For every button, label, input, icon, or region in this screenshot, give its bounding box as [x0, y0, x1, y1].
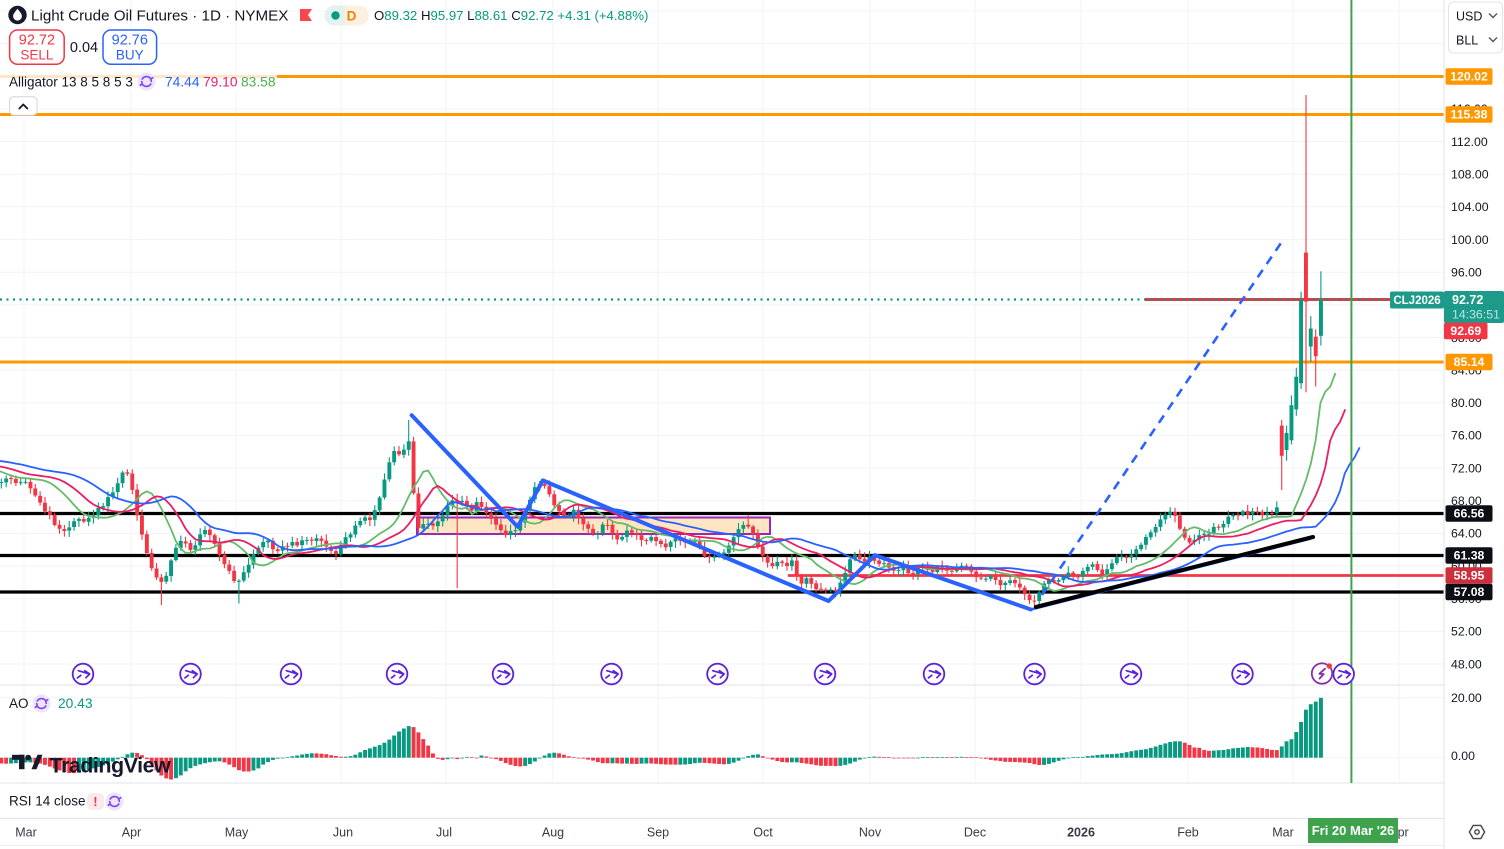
- svg-text:61.38: 61.38: [1454, 549, 1485, 563]
- svg-text:85.14: 85.14: [1454, 355, 1485, 369]
- svg-text:20.43: 20.43: [58, 696, 93, 711]
- svg-text:76.00: 76.00: [1451, 429, 1482, 443]
- svg-text:0.04: 0.04: [70, 40, 98, 56]
- svg-text:Oct: Oct: [753, 826, 773, 840]
- svg-text:Apr: Apr: [122, 826, 141, 840]
- svg-text:112.00: 112.00: [1451, 135, 1488, 149]
- svg-text:66.56: 66.56: [1454, 507, 1485, 521]
- svg-text:96.00: 96.00: [1451, 266, 1482, 280]
- svg-text:Aug: Aug: [542, 826, 564, 840]
- svg-text:Alligator 13 8 5 8 5 3: Alligator 13 8 5 8 5 3: [9, 75, 133, 90]
- svg-text:D: D: [347, 9, 357, 24]
- svg-text:Nov: Nov: [859, 826, 882, 840]
- svg-text:Jul: Jul: [436, 826, 452, 840]
- svg-text:57.08: 57.08: [1454, 585, 1485, 599]
- svg-text:14:36:51: 14:36:51: [1452, 308, 1500, 322]
- svg-text:SELL: SELL: [20, 48, 54, 63]
- svg-text:CLJ2026: CLJ2026: [1393, 295, 1440, 307]
- svg-text:!: !: [93, 795, 97, 809]
- svg-text:92.69: 92.69: [1450, 324, 1481, 338]
- svg-text:120.02: 120.02: [1450, 70, 1488, 84]
- svg-text:AO: AO: [9, 696, 29, 711]
- svg-text:RSI 14 close: RSI 14 close: [9, 794, 86, 809]
- svg-text:108.00: 108.00: [1451, 168, 1489, 182]
- svg-text:O89.32 H95.97 L88.61 C92.72 +4: O89.32 H95.97 L88.61 C92.72 +4.31 (+4.88…: [374, 8, 648, 23]
- svg-text:Fri 20 Mar '26: Fri 20 Mar '26: [1312, 823, 1395, 838]
- svg-text:Mar: Mar: [15, 826, 37, 840]
- svg-text:USD: USD: [1456, 10, 1482, 24]
- svg-text:0.00: 0.00: [1451, 749, 1475, 763]
- svg-text:52.00: 52.00: [1451, 625, 1482, 639]
- svg-text:Jun: Jun: [333, 826, 353, 840]
- svg-text:Dec: Dec: [964, 826, 986, 840]
- svg-text:68.00: 68.00: [1451, 494, 1482, 508]
- svg-text:79.10: 79.10: [203, 75, 238, 90]
- svg-text:92.72: 92.72: [1452, 293, 1483, 307]
- svg-text:92.76: 92.76: [112, 33, 148, 49]
- svg-text:BUY: BUY: [116, 48, 144, 63]
- svg-text:115.38: 115.38: [1451, 108, 1488, 122]
- svg-text:58.95: 58.95: [1454, 569, 1485, 583]
- svg-text:Feb: Feb: [1177, 826, 1199, 840]
- svg-text:64.00: 64.00: [1451, 527, 1482, 541]
- svg-text:72.00: 72.00: [1451, 461, 1482, 475]
- svg-text:BLL: BLL: [1456, 34, 1478, 48]
- svg-text:80.00: 80.00: [1451, 396, 1482, 410]
- svg-text:2026: 2026: [1067, 826, 1095, 840]
- svg-text:74.44: 74.44: [165, 75, 200, 90]
- svg-text:TradingView: TradingView: [50, 754, 172, 778]
- svg-text:92.72: 92.72: [19, 33, 55, 49]
- svg-text:May: May: [225, 826, 249, 840]
- svg-text:104.00: 104.00: [1451, 200, 1489, 214]
- svg-text:83.58: 83.58: [241, 75, 276, 90]
- svg-text:20.00: 20.00: [1451, 691, 1482, 705]
- svg-text:48.00: 48.00: [1451, 657, 1482, 671]
- svg-text:100.00: 100.00: [1451, 233, 1489, 247]
- svg-text:Sep: Sep: [647, 826, 669, 840]
- svg-text:Light Crude Oil Futures · 1D ·: Light Crude Oil Futures · 1D · NYMEX: [31, 8, 288, 25]
- svg-text:Mar: Mar: [1272, 826, 1294, 840]
